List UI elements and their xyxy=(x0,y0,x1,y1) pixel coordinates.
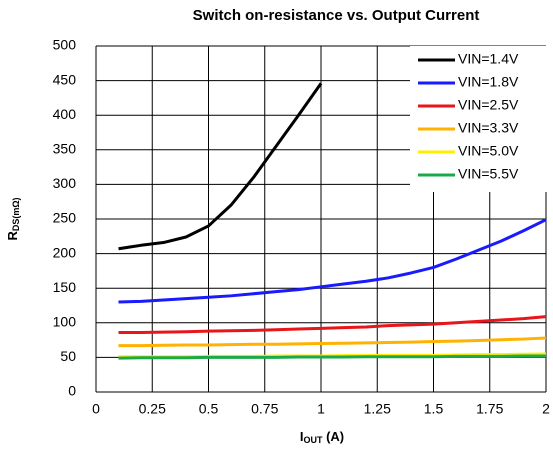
x-tick-label: 2 xyxy=(542,401,550,417)
y-axis-label: RDS(mΩ) xyxy=(5,197,21,240)
legend-box xyxy=(410,46,548,192)
x-label-main: I xyxy=(300,429,304,444)
x-tick-label: 1.25 xyxy=(364,401,391,417)
y-tick-label: 350 xyxy=(53,141,77,157)
x-tick-label: 0.25 xyxy=(139,401,166,417)
x-tick-label: 1 xyxy=(317,401,325,417)
x-axis-label: IOUT (A) xyxy=(300,429,344,445)
series-line xyxy=(118,336,547,348)
x-tick-label: 0.75 xyxy=(251,401,278,417)
legend-label: VIN=5.5V xyxy=(458,166,519,182)
y-tick-label: 0 xyxy=(68,383,76,399)
x-tick-label: 1.5 xyxy=(424,401,444,417)
y-tick-label: 200 xyxy=(53,244,77,260)
x-tick-label: 1.75 xyxy=(476,401,503,417)
y-tick-label: 150 xyxy=(53,279,77,295)
y-label-sub: DS(mΩ) xyxy=(11,197,21,231)
x-tick-label: 0 xyxy=(92,401,100,417)
series-line xyxy=(118,315,547,334)
y-tick-label: 50 xyxy=(60,348,76,364)
legend-label: VIN=2.5V xyxy=(458,97,519,113)
series-line xyxy=(118,218,547,304)
y-tick-label: 400 xyxy=(53,106,77,122)
x-tick-label: 0.5 xyxy=(199,401,219,417)
series-line xyxy=(118,82,323,251)
y-tick-label: 300 xyxy=(53,175,77,191)
series-line xyxy=(118,354,546,360)
y-label-main: R xyxy=(5,231,20,241)
y-tick-label: 250 xyxy=(53,210,77,226)
y-tick-label: 450 xyxy=(53,71,77,87)
legend-label: VIN=3.3V xyxy=(458,120,519,136)
legend-label: VIN=5.0V xyxy=(458,143,519,159)
legend-label: VIN=1.4V xyxy=(458,51,519,67)
y-tick-label: 500 xyxy=(53,37,77,53)
x-label-sub: OUT xyxy=(303,435,323,445)
x-label-rest: (A) xyxy=(322,429,344,444)
legend-label: VIN=1.8V xyxy=(458,74,519,90)
y-tick-label: 100 xyxy=(53,314,77,330)
chart-title: Switch on-resistance vs. Output Current xyxy=(193,7,480,24)
